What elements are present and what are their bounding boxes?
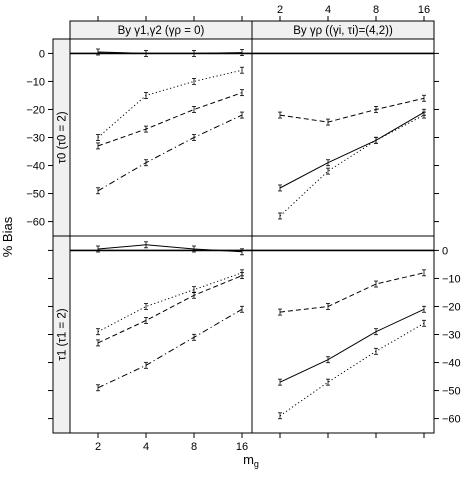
- x-tick-label: 8: [191, 441, 197, 453]
- y-tick-label: −60: [442, 414, 461, 426]
- series-line-solid: [97, 244, 243, 253]
- y-tick-label: −60: [26, 217, 45, 229]
- y-tick-label: −50: [442, 386, 461, 398]
- x-tick-label: 8: [373, 4, 379, 16]
- series-line-dashdot: [97, 114, 243, 192]
- y-axis-label: % Bias: [0, 216, 15, 257]
- axes-layer: 0 −10 −20 −30 −40 −50 −60 0 −10 −20 −30 −40 −50 −60 2 2…: [26, 4, 460, 453]
- series-line-dashdot: [97, 308, 243, 389]
- y-tick-label: −40: [442, 358, 461, 370]
- series-line-solid: [279, 308, 425, 383]
- x-axis-label-subscript: g: [254, 459, 259, 469]
- series-line-solid: [97, 51, 243, 54]
- y-tick-label: −10: [26, 76, 45, 88]
- y-tick-label: −50: [26, 189, 45, 201]
- y-tick-label: −20: [442, 301, 461, 313]
- row-strip-label-2: τ1 (τ1 = 2): [57, 308, 69, 360]
- x-tick-label: 16: [418, 4, 430, 16]
- series-line-dotted: [97, 272, 243, 333]
- y-tick-label: −40: [26, 161, 45, 173]
- y-tick-label: −20: [26, 104, 45, 116]
- column-strip-label-2: By γρ ((γi, τi)=(4,2)): [293, 25, 393, 37]
- x-axis-label: mg: [243, 452, 259, 469]
- y-tick-label: −30: [26, 133, 45, 145]
- row-strip-label-1: τ0 (τ0 = 2): [57, 111, 69, 163]
- series-line-dashed: [97, 275, 243, 344]
- x-axis-label-main: m: [243, 452, 254, 467]
- series-line-dashed: [279, 97, 425, 123]
- series-line-solid: [279, 111, 425, 189]
- x-tick-label: 2: [95, 441, 101, 453]
- series-line-dashed: [279, 272, 425, 313]
- y-tick-label: 0: [39, 48, 45, 60]
- x-tick-label: 16: [236, 441, 248, 453]
- column-strip-label-1: By γ1,γ2 (γρ = 0): [118, 25, 205, 37]
- y-tick-label: −10: [442, 273, 461, 285]
- x-tick-label: 2: [277, 4, 283, 16]
- x-tick-label: 4: [325, 4, 331, 16]
- x-tick-label: 4: [143, 441, 149, 453]
- series-line-dashed: [97, 92, 243, 147]
- y-tick-label: −30: [442, 330, 461, 342]
- y-tick-label: 0: [442, 245, 448, 257]
